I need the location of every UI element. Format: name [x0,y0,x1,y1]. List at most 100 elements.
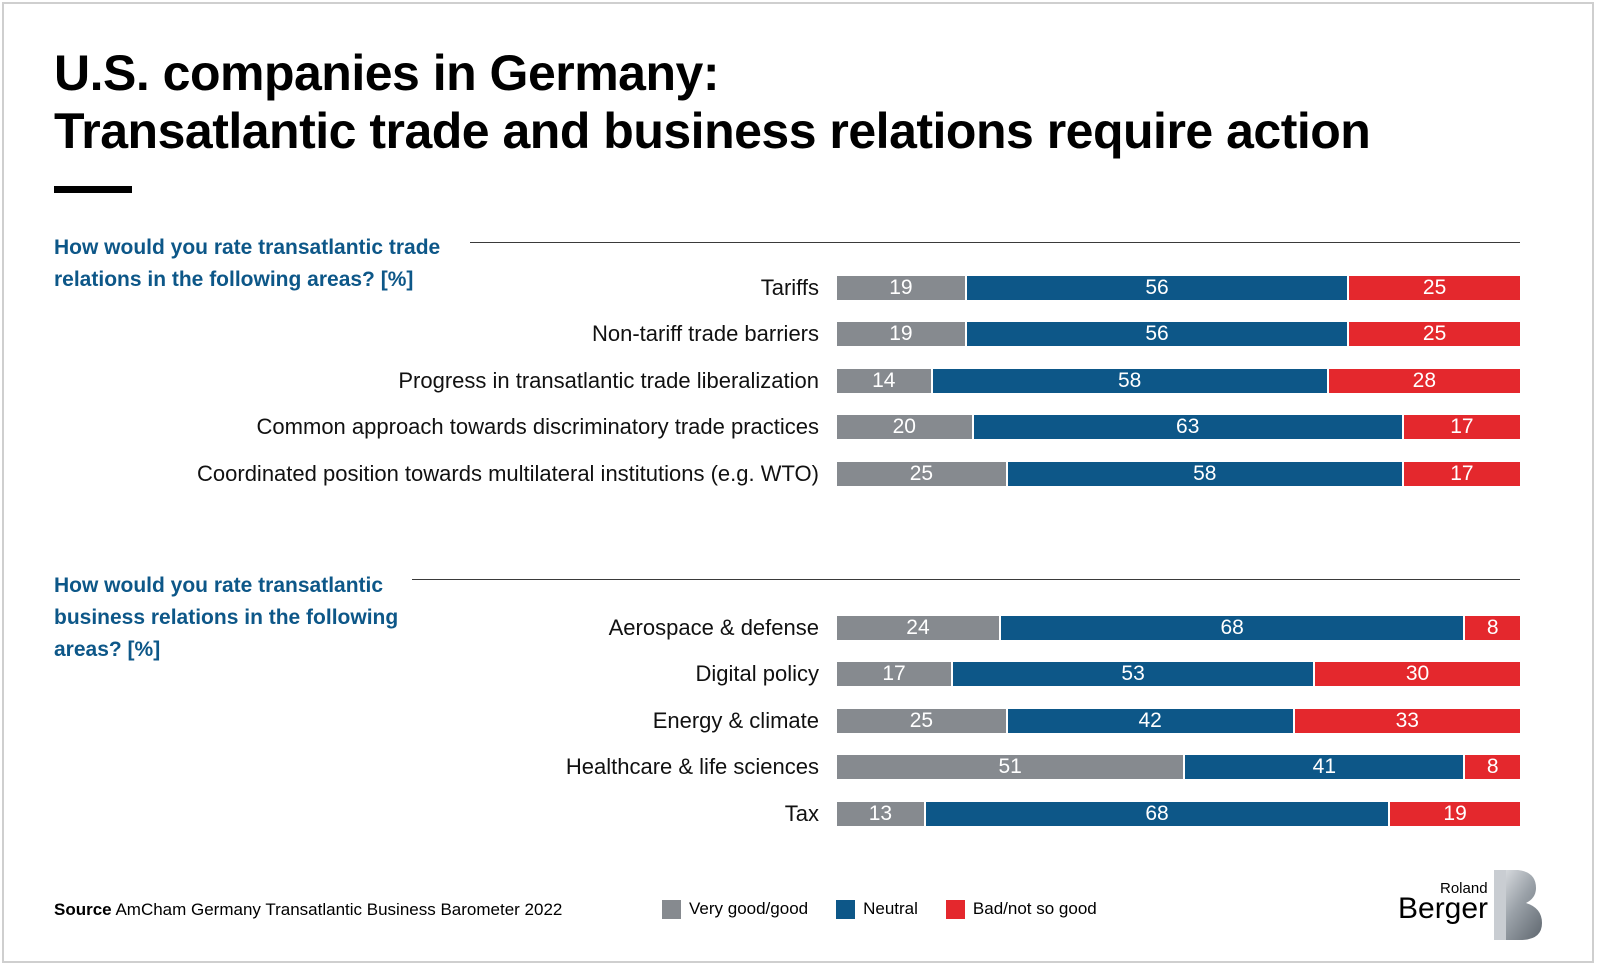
data-label: 58 [1117,368,1142,392]
data-label: 42 [1138,708,1162,732]
stacked-bar: 19 56 25 [837,322,1520,347]
data-label: 25 [909,461,934,485]
bar-segment-very-good: 51 [837,755,1186,780]
data-label: 33 [1395,708,1419,732]
data-label: 68 [1145,801,1169,825]
bar-segment-neutral: 58 [1007,461,1404,486]
bar-segment-bad: 19 [1390,801,1520,826]
question-trade-line-2: relations in the following areas? [%] [54,268,414,291]
legend-item-neutral: Neutral [836,899,918,919]
bar-segment-bad: 8 [1465,616,1520,640]
data-label: 56 [1145,322,1169,346]
data-label: 28 [1412,368,1437,392]
stacked-bar: 14 58 28 [837,368,1520,393]
stacked-bar: 13 68 19 [837,801,1520,826]
logo-text-roland: Roland [1440,880,1488,897]
bar-segment-bad: 17 [1403,415,1520,440]
data-label: 8 [1486,616,1499,639]
data-label: 20 [892,415,916,439]
legend-swatch-very-good [662,899,681,919]
stacked-bar: 24 68 8 [837,616,1520,640]
bar-segment-very-good: 19 [837,322,967,347]
legend-item-bad: Bad/not so good [945,899,1097,919]
logo-text-berger: Berger [1398,892,1489,925]
source-text: AmCham Germany Transatlantic Business Ba… [115,900,563,919]
bar-segment-neutral: 68 [925,801,1391,826]
data-label: 17 [1450,461,1474,485]
data-label: 58 [1193,461,1217,485]
data-label: 41 [1312,755,1337,779]
data-label: 17 [1450,415,1474,439]
question-business-line-1: How would you rate transatlantic [54,574,384,597]
data-label: 13 [868,801,893,825]
bar-segment-neutral: 42 [1007,708,1295,733]
bar-segment-very-good: 13 [837,801,926,826]
bar-segment-very-good: 25 [837,461,1008,486]
bar-segment-bad: 28 [1328,368,1520,393]
bar-segment-neutral: 53 [953,662,1316,687]
page-title: U.S. companies in Germany: Transatlantic… [54,44,1371,160]
bar-segment-neutral: 58 [932,368,1329,393]
bar-segment-bad: 17 [1403,461,1520,486]
roland-berger-logo: Roland Berger [1398,866,1548,946]
bar-segment-bad: 25 [1349,322,1520,347]
data-label: 51 [998,755,1022,779]
section-divider-business [412,579,1520,580]
bar-segment-neutral: 41 [1185,755,1466,780]
stacked-bar: 20 63 17 [837,415,1520,440]
data-label: 68 [1220,616,1244,639]
data-label: 25 [1422,322,1447,346]
question-business-line-2: business relations in the following [54,606,399,629]
data-label: 30 [1405,662,1430,686]
stacked-bar: 19 56 25 [837,276,1520,300]
data-label: 63 [1176,415,1200,439]
category-label: Non-tariff trade barriers [591,321,819,347]
bar-segment-neutral: 56 [966,322,1350,347]
stacked-bar: 25 58 17 [837,461,1520,486]
title-line-1: U.S. companies in Germany: [54,45,719,101]
bar-segment-bad: 8 [1465,755,1520,780]
bar-segment-neutral: 68 [1000,616,1466,640]
source-label: Source [54,900,112,919]
category-label: Progress in transatlantic trade liberali… [398,367,819,393]
category-label: Aerospace & defense [608,615,819,640]
bar-segment-neutral: 56 [966,276,1350,300]
category-label: Energy & climate [652,707,819,733]
category-label: Healthcare & life sciences [565,754,819,780]
category-label: Tariffs [760,275,819,300]
data-label: 24 [906,616,930,639]
question-trade: How would you rate transatlantic trade r… [54,232,440,296]
data-label: 19 [1443,801,1467,825]
legend-label-bad: Bad/not so good [972,899,1097,918]
question-business: How would you rate transatlantic busines… [54,570,398,666]
question-business-line-3: areas? [%] [54,638,161,661]
bar-segment-bad: 33 [1294,708,1520,733]
category-label: Digital policy [695,661,820,687]
legend: Very good/good Neutral Bad/not so good [662,899,1125,919]
data-label: 8 [1486,755,1499,779]
data-label: 19 [889,276,913,299]
bar-segment-bad: 30 [1315,662,1520,687]
title-line-2: Transatlantic trade and business relatio… [54,103,1371,159]
section-divider-trade [470,242,1520,243]
title-underline [54,186,132,193]
legend-item-very-good: Very good/good [662,899,808,919]
data-label: 19 [889,322,913,346]
data-label: 17 [882,662,906,686]
data-label: 25 [1422,276,1447,299]
stacked-bar: 17 53 30 [837,662,1520,687]
legend-label-neutral: Neutral [863,899,918,918]
legend-label-very-good: Very good/good [689,899,809,918]
bar-segment-very-good: 17 [837,662,954,687]
question-trade-line-1: How would you rate transatlantic trade [54,236,441,259]
bar-segment-bad: 25 [1349,276,1520,300]
category-label: Coordinated position towards multilatera… [197,460,819,486]
bar-segment-very-good: 20 [837,415,974,440]
data-label: 25 [909,708,934,732]
category-label: Common approach towards discriminatory t… [256,414,819,440]
bar-segment-very-good: 19 [837,276,967,300]
legend-swatch-neutral [836,899,856,919]
data-label: 53 [1121,662,1145,686]
category-label: Tax [784,800,819,826]
legend-swatch-bad [945,899,965,919]
